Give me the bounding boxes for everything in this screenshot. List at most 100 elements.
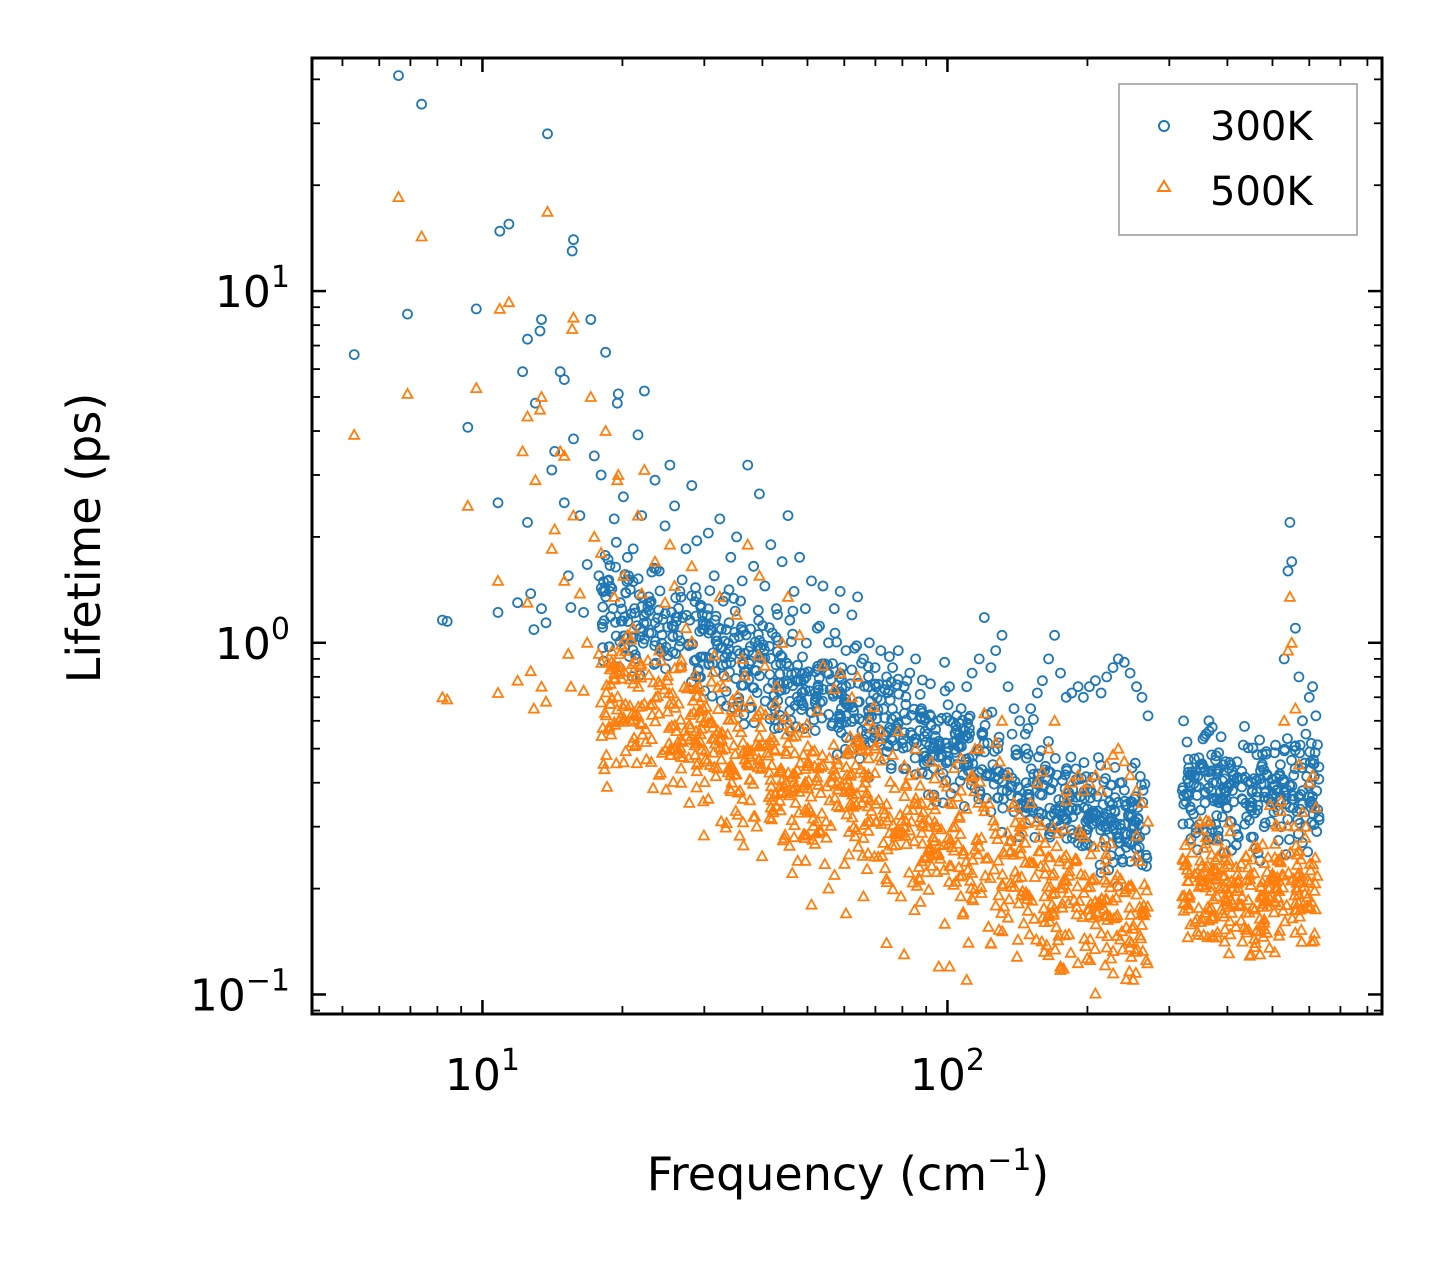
- data-point-500k: [877, 802, 891, 815]
- data-point-300k: [653, 604, 665, 616]
- data-point-300k: [825, 674, 837, 685]
- data-point-300k: [1043, 653, 1054, 665]
- data-point-500k: [909, 791, 923, 804]
- data-point-500k: [797, 827, 811, 840]
- data-point-300k: [835, 673, 847, 685]
- data-point-500k: [725, 702, 739, 715]
- data-point-500k: [1140, 956, 1155, 969]
- data-point-300k: [1063, 805, 1075, 816]
- data-point-300k: [1055, 667, 1066, 679]
- data-point-300k: [1279, 745, 1290, 757]
- data-point-300k: [652, 612, 664, 624]
- data-point-300k: [597, 621, 609, 633]
- data-point-500k: [605, 644, 619, 657]
- data-point-500k: [1290, 847, 1304, 860]
- data-point-300k: [775, 658, 787, 669]
- data-point-500k: [595, 729, 609, 741]
- data-point-500k: [617, 665, 631, 677]
- data-point-300k: [778, 677, 789, 689]
- data-point-500k: [942, 959, 957, 972]
- data-point-500k: [1135, 918, 1149, 930]
- data-point-500k: [1084, 896, 1098, 909]
- data-point-500k: [779, 747, 794, 759]
- data-point-500k: [1021, 903, 1035, 916]
- data-point-500k: [1134, 931, 1148, 944]
- data-point-300k: [1189, 753, 1200, 765]
- data-point-300k: [988, 778, 1000, 790]
- data-point-300k: [846, 664, 858, 676]
- data-point-500k: [719, 820, 733, 833]
- data-point-500k: [1184, 917, 1198, 930]
- data-point-500k: [1141, 899, 1155, 912]
- data-point-500k: [683, 720, 697, 733]
- data-point-300k: [796, 704, 807, 715]
- data-point-500k: [841, 785, 855, 797]
- data-point-500k: [698, 752, 712, 765]
- data-point-500k: [920, 849, 934, 862]
- data-point-300k: [1207, 777, 1218, 789]
- data-point-500k: [915, 825, 929, 838]
- data-point-300k: [823, 637, 834, 649]
- data-point-500k: [1059, 783, 1073, 796]
- data-point-500k: [943, 832, 958, 845]
- data-point-500k: [1233, 897, 1247, 910]
- data-point-300k: [542, 128, 553, 140]
- data-point-300k: [955, 703, 967, 714]
- data-point-500k: [1257, 912, 1271, 925]
- data-point-300k: [704, 585, 716, 596]
- data-point-500k: [955, 868, 969, 881]
- data-point-500k: [973, 774, 987, 787]
- data-point-300k: [875, 645, 887, 656]
- data-point-300k: [1010, 744, 1022, 756]
- data-point-500k: [937, 863, 951, 875]
- data-point-300k: [1002, 681, 1014, 693]
- data-point-500k: [897, 758, 911, 771]
- data-point-500k: [682, 751, 696, 763]
- data-point-500k: [1283, 845, 1297, 858]
- data-point-500k: [1267, 905, 1281, 918]
- data-point-500k: [626, 706, 640, 719]
- data-point-300k: [676, 574, 688, 586]
- data-point-500k: [1077, 886, 1091, 898]
- data-point-500k: [1250, 840, 1265, 853]
- data-point-500k: [827, 868, 842, 880]
- data-point-300k: [890, 723, 902, 735]
- data-point-500k: [1068, 851, 1083, 864]
- data-point-300k: [765, 653, 776, 664]
- data-point-300k: [1258, 778, 1270, 790]
- data-point-500k: [1129, 783, 1144, 796]
- data-point-500k: [1077, 830, 1091, 842]
- data-point-500k: [1306, 768, 1320, 781]
- data-point-300k: [1124, 856, 1136, 867]
- data-point-300k: [884, 651, 895, 662]
- data-point-500k: [1256, 930, 1271, 942]
- data-point-500k: [1047, 866, 1061, 879]
- x-tick-label: 102: [910, 1043, 985, 1101]
- data-point-300k: [634, 631, 646, 643]
- data-point-300k: [827, 690, 839, 702]
- data-point-500k: [661, 704, 675, 717]
- data-point-500k: [1088, 942, 1102, 954]
- data-point-300k: [512, 597, 523, 609]
- data-point-500k: [1011, 829, 1025, 841]
- data-point-500k: [730, 608, 744, 620]
- data-point-300k: [935, 749, 947, 761]
- data-point-500k: [461, 499, 475, 511]
- data-point-300k: [1061, 765, 1073, 777]
- data-point-500k: [1001, 768, 1015, 781]
- data-point-300k: [528, 624, 540, 635]
- data-point-500k: [786, 782, 800, 794]
- data-point-300k: [1181, 736, 1193, 748]
- data-point-500k: [723, 781, 737, 794]
- data-point-500k: [989, 735, 1003, 748]
- data-point-500k: [821, 881, 836, 894]
- data-point-500k: [1272, 884, 1286, 896]
- data-point-500k: [793, 756, 807, 768]
- data-point-300k: [1176, 785, 1188, 796]
- data-point-300k: [863, 711, 875, 723]
- data-point-300k: [1236, 793, 1248, 805]
- data-point-300k: [1216, 811, 1228, 823]
- data-point-300k: [996, 629, 1008, 641]
- data-point-500k: [1100, 875, 1114, 888]
- data-point-500k: [1302, 775, 1316, 788]
